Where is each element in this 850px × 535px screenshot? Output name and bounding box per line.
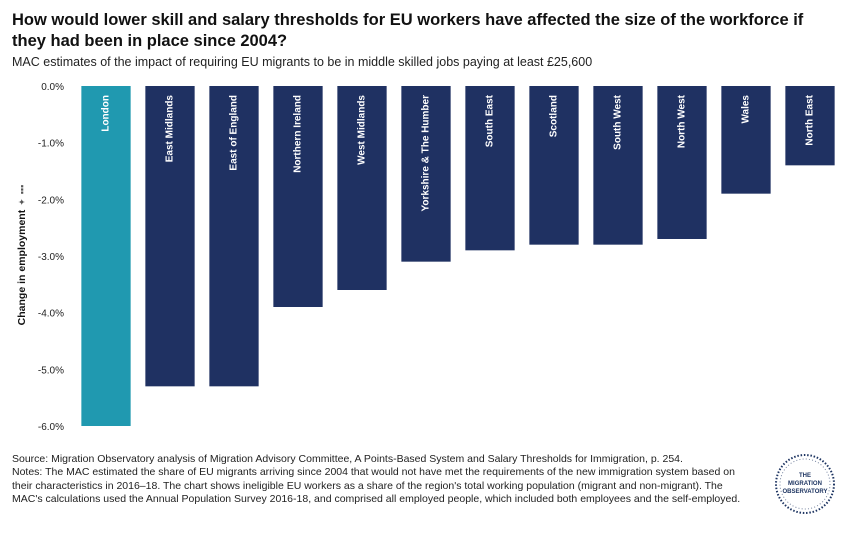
source-text: Source: Migration Observatory analysis o… — [12, 453, 683, 465]
bar-category-label: Northern Ireland — [293, 95, 304, 173]
bar-category-label: Scotland — [549, 95, 560, 137]
bar-category-label: West Midlands — [357, 95, 368, 165]
notes-text: Notes: The MAC estimated the share of EU… — [12, 466, 741, 506]
bar-category-label: Yorkshire & The Humber — [421, 95, 432, 212]
source-notes: Source: Migration Observatory analysis o… — [12, 453, 747, 507]
bar — [657, 86, 707, 239]
y-tick-label: 0.0% — [41, 82, 64, 93]
bar — [785, 86, 835, 166]
bar-category-label: North West — [677, 94, 688, 148]
bar — [721, 86, 771, 194]
bar — [145, 86, 195, 387]
bar — [273, 86, 323, 307]
chart-subtitle: MAC estimates of the impact of requiring… — [12, 55, 593, 69]
bar-category-label: South West — [613, 94, 624, 149]
chart-title: How would lower skill and salary thresho… — [12, 11, 804, 50]
bar-category-label: South East — [485, 94, 496, 147]
y-tick-label: -6.0% — [38, 422, 64, 433]
migration-observatory-logo: THE MIGRATION OBSERVATORY — [775, 454, 835, 514]
bar — [337, 86, 387, 290]
bar — [81, 86, 131, 426]
bar-category-label: East Midlands — [165, 95, 176, 163]
bar — [401, 86, 451, 262]
logo-line-2: MIGRATION — [788, 481, 822, 487]
y-tick-label: -1.0% — [38, 139, 64, 150]
bar-category-label: North East — [805, 94, 816, 145]
bar — [593, 86, 643, 245]
y-tick-label: -4.0% — [38, 309, 64, 320]
bar-chart: 0.0% -1.0% -2.0% -3.0% -4.0% -5.0% -6.0% London… — [38, 82, 835, 433]
y-tick-label: -2.0% — [38, 195, 64, 206]
bar — [529, 86, 579, 245]
y-tick-label: -5.0% — [38, 365, 64, 376]
logo-line-1: THE — [799, 473, 811, 479]
logo-line-3: OBSERVATORY — [782, 489, 827, 495]
y-tick-label: -3.0% — [38, 252, 64, 263]
bar-category-label: Wales — [741, 95, 752, 124]
bar-category-label: East of England — [229, 95, 240, 171]
bar — [209, 86, 259, 387]
bar — [465, 86, 515, 251]
bar-category-label: London — [101, 95, 112, 132]
